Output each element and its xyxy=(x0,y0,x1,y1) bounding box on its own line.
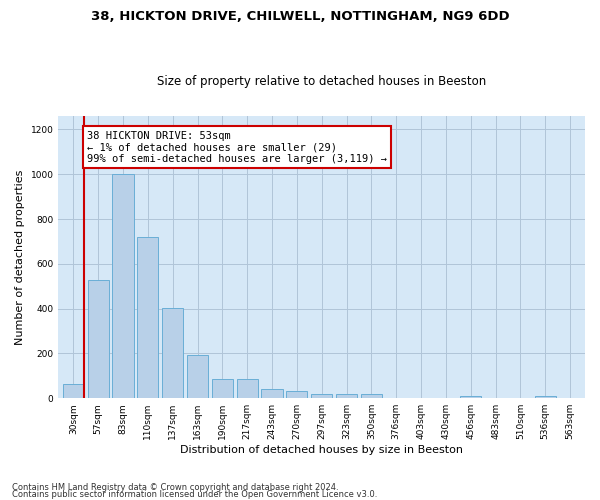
Text: 38, HICKTON DRIVE, CHILWELL, NOTTINGHAM, NG9 6DD: 38, HICKTON DRIVE, CHILWELL, NOTTINGHAM,… xyxy=(91,10,509,23)
Text: 38 HICKTON DRIVE: 53sqm
← 1% of detached houses are smaller (29)
99% of semi-det: 38 HICKTON DRIVE: 53sqm ← 1% of detached… xyxy=(87,130,387,164)
X-axis label: Distribution of detached houses by size in Beeston: Distribution of detached houses by size … xyxy=(180,445,463,455)
Bar xyxy=(361,394,382,398)
Text: Contains HM Land Registry data © Crown copyright and database right 2024.: Contains HM Land Registry data © Crown c… xyxy=(12,484,338,492)
Text: Contains public sector information licensed under the Open Government Licence v3: Contains public sector information licen… xyxy=(12,490,377,499)
Bar xyxy=(311,394,332,398)
Bar xyxy=(262,390,283,398)
Bar xyxy=(187,354,208,398)
Y-axis label: Number of detached properties: Number of detached properties xyxy=(15,170,25,345)
Bar xyxy=(162,308,183,398)
Bar xyxy=(63,384,84,398)
Bar xyxy=(137,237,158,398)
Bar xyxy=(236,378,258,398)
Bar xyxy=(88,280,109,398)
Bar xyxy=(112,174,134,398)
Title: Size of property relative to detached houses in Beeston: Size of property relative to detached ho… xyxy=(157,76,487,88)
Bar xyxy=(212,378,233,398)
Bar xyxy=(286,391,307,398)
Bar xyxy=(336,394,357,398)
Bar xyxy=(535,396,556,398)
Bar xyxy=(460,396,481,398)
